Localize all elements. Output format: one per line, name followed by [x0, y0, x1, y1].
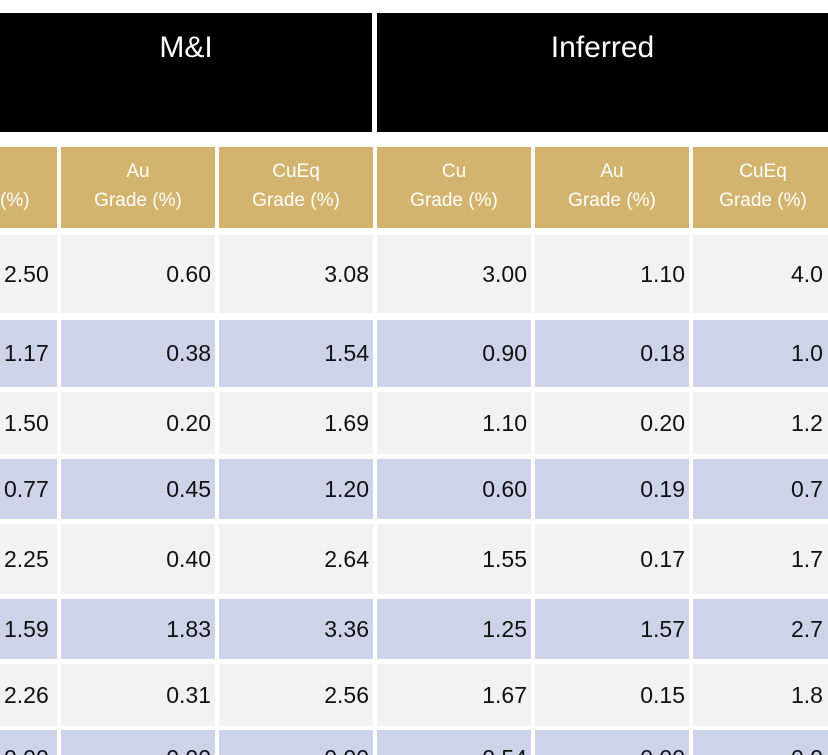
column-header-line1: Au: [126, 161, 150, 182]
column-header-line2: Grade (%): [252, 190, 340, 211]
table-cell: 1.83: [61, 599, 215, 659]
column-header: CuEq Grade (%): [693, 147, 828, 228]
column-header-line2: Grade (%): [94, 190, 182, 211]
table-cell: 0.00: [219, 730, 373, 755]
table-cell: 2.26: [0, 664, 57, 726]
table-cell: 1.20: [219, 459, 373, 519]
column-header: CuEq Grade (%): [219, 147, 373, 228]
table-cell: 1.55: [377, 524, 531, 594]
table-cell: 1.2: [693, 392, 828, 454]
table-cell: 1.17: [0, 320, 57, 387]
table-cell: 1.59: [0, 599, 57, 659]
column-header-line1: Au: [600, 161, 624, 182]
table-cell: 1.50: [0, 392, 57, 454]
table-cell: 2.7: [693, 599, 828, 659]
table-cell: 1.25: [377, 599, 531, 659]
table-cell: 0.60: [377, 459, 531, 519]
table-cell: 0.45: [61, 459, 215, 519]
column-header-line2: (%): [0, 190, 30, 211]
table-cell: 0.00: [535, 730, 689, 755]
table-cell: 1.8: [693, 664, 828, 726]
table-cell: 3.08: [219, 235, 373, 313]
table-cell: 0.17: [535, 524, 689, 594]
table-cell: 0.31: [61, 664, 215, 726]
table-cell: 0.40: [61, 524, 215, 594]
column-header-line2: Grade (%): [719, 190, 807, 211]
table-cell: 0.0: [693, 730, 828, 755]
column-header-line1: CuEq: [739, 161, 787, 182]
table-cell: 0.20: [61, 392, 215, 454]
table-cell: 1.10: [377, 392, 531, 454]
table-cell: 0.20: [535, 392, 689, 454]
table-cell: 0.54: [377, 730, 531, 755]
table-cell: 4.0: [693, 235, 828, 313]
table-cell: 1.0: [693, 320, 828, 387]
table-cell: 1.57: [535, 599, 689, 659]
table-cell: 0.19: [535, 459, 689, 519]
table-cell: 2.64: [219, 524, 373, 594]
table-cell: 1.67: [377, 664, 531, 726]
table-cell: 0.38: [61, 320, 215, 387]
table-cell: 0.00: [61, 730, 215, 755]
group-header: Inferred: [377, 13, 828, 132]
table-cell: 0.60: [61, 235, 215, 313]
table-cell: 0.7: [693, 459, 828, 519]
table-cell: 2.25: [0, 524, 57, 594]
table-cell: 1.54: [219, 320, 373, 387]
table-cell: 1.69: [219, 392, 373, 454]
column-header-line1: Cu: [441, 161, 467, 182]
table-cell: 3.00: [377, 235, 531, 313]
table-cell: 2.56: [219, 664, 373, 726]
table-cell: 0.90: [377, 320, 531, 387]
table-cell: 3.36: [219, 599, 373, 659]
table-cell: 0.77: [0, 459, 57, 519]
column-header: Cu Grade (%): [377, 147, 531, 228]
table-cell: 0.00: [0, 730, 57, 755]
column-header-line1: [0, 157, 57, 186]
column-header: (%): [0, 147, 57, 228]
table-cell: 1.10: [535, 235, 689, 313]
column-header-line2: Grade (%): [568, 190, 656, 211]
column-header: Au Grade (%): [535, 147, 689, 228]
table-cell: 1.7: [693, 524, 828, 594]
group-header: M&I: [0, 13, 372, 132]
table-cell: 0.15: [535, 664, 689, 726]
table-cell: 2.50: [0, 235, 57, 313]
column-header-line1: CuEq: [272, 161, 320, 182]
table-cell: 0.18: [535, 320, 689, 387]
column-header: Au Grade (%): [61, 147, 215, 228]
column-header-line2: Grade (%): [410, 190, 498, 211]
